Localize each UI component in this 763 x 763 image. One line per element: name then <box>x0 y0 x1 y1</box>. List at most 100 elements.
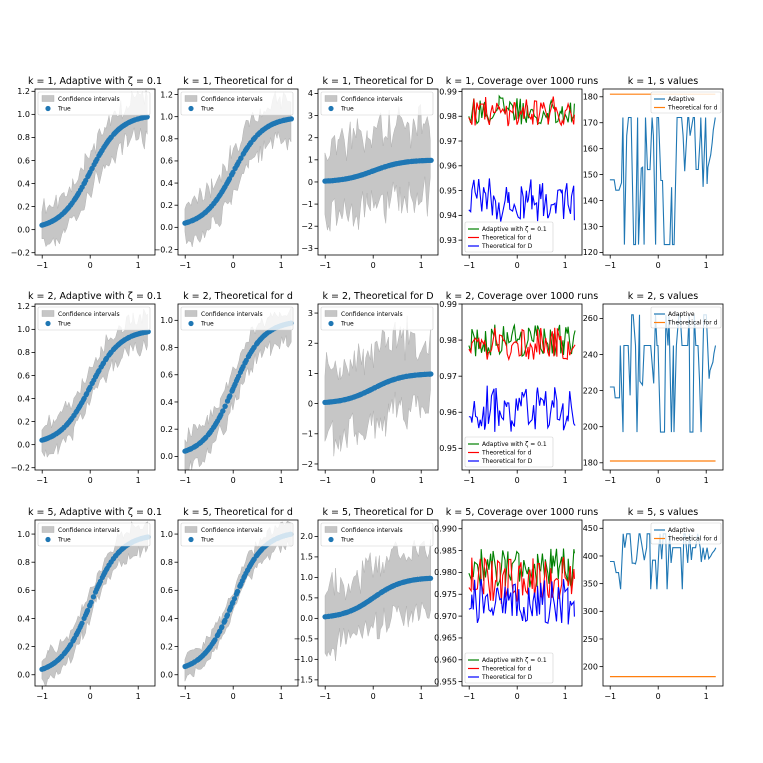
legend-label: True <box>200 321 214 328</box>
x-tick-label: −1 <box>179 692 191 701</box>
y-tick-label: 0.6 <box>160 371 173 380</box>
y-tick-label: 1.2 <box>160 90 173 99</box>
panel-p25: −1 0 1 180 200 220 240 260 k = 2, s values Adapti… <box>583 291 724 485</box>
plot-area <box>39 308 151 458</box>
legend: Adaptive Theoretical for d <box>650 522 722 545</box>
x-tick-label: −1 <box>463 261 475 270</box>
y-tick-label: 1.0 <box>160 530 173 539</box>
legend-label: Theoretical for D <box>481 243 533 250</box>
y-tick-label: −2 <box>301 460 313 469</box>
x-tick-label: 0 <box>88 476 93 485</box>
legend-label: Theoretical for d <box>667 105 718 112</box>
axes-frame <box>602 303 724 471</box>
y-tick-label: 0.4 <box>17 394 30 403</box>
x-tick-label: 1 <box>279 261 284 270</box>
true-point <box>428 371 434 377</box>
y-tick-label: 0.8 <box>17 348 30 357</box>
y-tick-label: 200 <box>583 662 598 671</box>
y-tick-label: 0.4 <box>17 179 30 188</box>
y-tick-label: 0.5 <box>300 594 313 603</box>
plot-area <box>468 548 575 625</box>
y-tick-label: 0.985 <box>434 546 457 555</box>
legend-label: Confidence intervals <box>341 96 403 103</box>
x-tick-label: 1 <box>136 261 141 270</box>
y-tick-label: 1.0 <box>160 316 173 325</box>
y-tick-label: 0.2 <box>17 417 30 426</box>
legend-label: Confidence intervals <box>58 527 120 534</box>
y-tick-label: 0.955 <box>434 677 457 686</box>
y-tick-label: 0.2 <box>17 202 30 211</box>
plot-area <box>322 539 434 661</box>
legend-band-swatch <box>41 95 55 102</box>
x-tick-label: −1 <box>36 476 48 485</box>
legend-band-swatch <box>41 310 55 317</box>
panel-title: k = 5, Theoretical for d <box>183 507 293 518</box>
y-tick-label: 0.96 <box>439 162 457 171</box>
y-tick-label: 0.0 <box>160 671 173 680</box>
panel-title: k = 1, Theoretical for D <box>322 76 433 87</box>
x-tick-label: −1 <box>604 476 616 485</box>
y-tick-label: 0.99 <box>439 300 457 309</box>
x-tick-label: 0 <box>371 261 376 270</box>
legend-label: Theoretical for d <box>667 536 718 543</box>
confidence-band <box>324 539 431 661</box>
coverage-line-2 <box>468 178 575 222</box>
x-tick-label: −1 <box>179 261 191 270</box>
y-tick-label: 0.96 <box>439 408 457 417</box>
axes-frame <box>177 88 299 256</box>
axes-frame <box>177 519 299 687</box>
y-tick-label: 0.6 <box>17 371 30 380</box>
x-tick-label: 0 <box>371 476 376 485</box>
true-point <box>79 620 85 626</box>
true-point <box>212 637 218 643</box>
panel-title: k = 1, Adaptive with ζ = 0.1 <box>28 76 162 87</box>
true-point <box>243 357 249 363</box>
y-tick-label: 1.0 <box>17 110 30 119</box>
y-tick-label: 0.2 <box>160 201 173 210</box>
plot-area <box>182 91 294 248</box>
coverage-line-0 <box>468 94 575 125</box>
axes-frame <box>317 303 439 471</box>
panel-title: k = 5, s values <box>628 507 699 518</box>
y-tick-label: 170 <box>583 119 598 128</box>
x-tick-label: −1 <box>179 476 191 485</box>
y-tick-label: 0.980 <box>434 568 457 577</box>
legend-label: True <box>57 537 71 544</box>
y-tick-label: 240 <box>583 350 598 359</box>
x-tick-label: 0 <box>656 476 661 485</box>
panel-p22: −1 0 1 0.0 0.2 0.4 0.6 0.8 1.0 k = 2, Theoretical… <box>160 291 299 485</box>
legend-label: Adaptive <box>668 527 695 534</box>
legend-label: Confidence intervals <box>201 96 263 103</box>
x-tick-label: 0 <box>656 261 661 270</box>
y-tick-label: 450 <box>583 524 598 533</box>
y-tick-label: 0.8 <box>17 133 30 142</box>
panel-p31: −1 0 1 0.0 0.2 0.4 0.6 0.8 1.0 k = 5, Adaptive wi… <box>17 507 162 701</box>
legend-label: Adaptive with ζ = 0.1 <box>482 226 547 233</box>
y-tick-label: 0.4 <box>17 614 30 623</box>
plot-area <box>322 103 434 232</box>
y-tick-label: 1.0 <box>160 112 173 121</box>
x-tick-label: 1 <box>419 261 424 270</box>
y-tick-label: 2 <box>308 339 313 348</box>
legend-label: Confidence intervals <box>201 311 263 318</box>
x-tick-label: 0 <box>515 261 520 270</box>
legend: Confidence intervals True <box>320 522 434 547</box>
y-tick-label: 160 <box>583 144 598 153</box>
x-tick-label: 0 <box>231 692 236 701</box>
legend-label: Theoretical for D <box>481 674 533 681</box>
x-tick-label: −1 <box>463 692 475 701</box>
legend-band-swatch <box>324 95 338 102</box>
legend-label: Theoretical for d <box>667 320 718 327</box>
legend-label: Confidence intervals <box>341 527 403 534</box>
y-tick-label: 0.965 <box>434 634 457 643</box>
y-tick-label: 1.0 <box>300 573 313 582</box>
y-tick-label: 4 <box>308 89 313 98</box>
y-tick-label: 1.0 <box>17 325 30 334</box>
y-tick-label: 0.0 <box>160 223 173 232</box>
y-tick-label: 0.99 <box>439 87 457 96</box>
legend-point-swatch <box>45 320 51 327</box>
axes-frame <box>602 88 724 256</box>
y-tick-label: −0.2 <box>11 248 30 257</box>
y-tick-label: 0.970 <box>434 612 457 621</box>
x-tick-label: 0 <box>88 261 93 270</box>
